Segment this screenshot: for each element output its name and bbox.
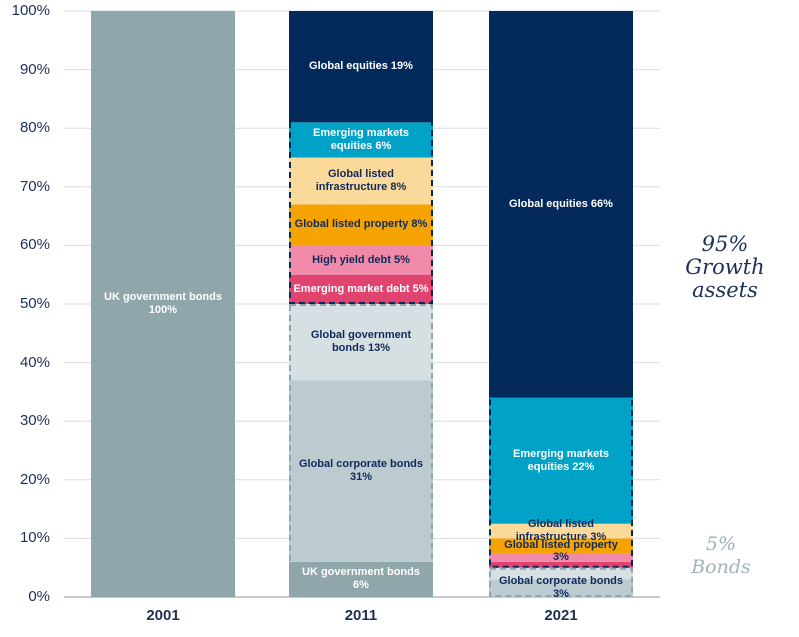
bar-segment: [289, 204, 433, 246]
bar-segment: [489, 523, 633, 539]
segment-label: Global government bonds 13%: [310, 329, 412, 355]
y-tick-label: 60%: [19, 236, 50, 254]
y-tick-label: 90%: [19, 60, 50, 78]
bar-segment: [289, 11, 433, 123]
bar-segment: [289, 274, 433, 304]
y-tick-label: 50%: [19, 295, 50, 312]
y-tick-label: 80%: [19, 119, 50, 137]
bar-segment: [489, 561, 633, 568]
bar-segment: [289, 561, 433, 597]
bar-segment: [489, 579, 633, 597]
bar-segment: [489, 553, 633, 562]
y-tick-label: 0%: [28, 588, 50, 605]
bar-segment: [489, 397, 633, 524]
group-outline: [489, 567, 633, 598]
segment-label: Emerging markets equities 22%: [513, 447, 609, 473]
group-annotation: 95% Growth assets: [685, 232, 765, 302]
segment-label: Emerging markets equities 6%: [313, 126, 409, 152]
segment-label: Global corporate bonds 31%: [298, 458, 424, 483]
y-tick-label: 10%: [19, 529, 50, 547]
segment-label: Emerging market debt 5%: [293, 282, 429, 295]
group-outline: [289, 11, 433, 304]
segment-label: Global listed infrastructure 8%: [315, 167, 407, 193]
segment-label: UK government bonds 100%: [104, 291, 222, 316]
x-tick-label: 2021: [544, 607, 578, 624]
y-tick-label: 100%: [11, 2, 50, 19]
bar-segment: [91, 11, 235, 597]
segment-label: Global listed infrastructure 3%: [515, 518, 607, 544]
y-tick-label: 30%: [19, 412, 50, 430]
bar-segment: [289, 122, 433, 158]
bar-segment: [289, 245, 433, 275]
x-tick-label: 2011: [344, 607, 378, 624]
y-tick-label: 40%: [19, 353, 50, 371]
group-outline: [489, 11, 633, 568]
segment-label: 3%: [553, 550, 569, 563]
segment-label: Global equities 66%: [509, 197, 613, 210]
segment-label: Global listed property: [504, 539, 618, 552]
bar-segment: [489, 11, 633, 398]
group-annotation: 5% Bonds: [691, 533, 751, 578]
segment-label: High yield debt 5%: [312, 253, 410, 266]
segment-label: Global listed property 8%: [294, 218, 428, 231]
segment-label: Global equities 19%: [309, 60, 413, 73]
segment-label: Global corporate bonds 3%: [498, 575, 624, 601]
x-tick-label: 2001: [146, 607, 180, 624]
bar-segment: [289, 157, 433, 205]
y-tick-label: 70%: [19, 177, 50, 195]
bar-segment: [489, 538, 633, 554]
bar-segment: [489, 567, 633, 580]
group-outline: [289, 304, 433, 597]
bar-segment: [289, 380, 433, 562]
segment-label: UK government bonds 6%: [302, 566, 420, 592]
bar-segment: [289, 304, 433, 381]
y-tick-label: 20%: [19, 470, 50, 488]
